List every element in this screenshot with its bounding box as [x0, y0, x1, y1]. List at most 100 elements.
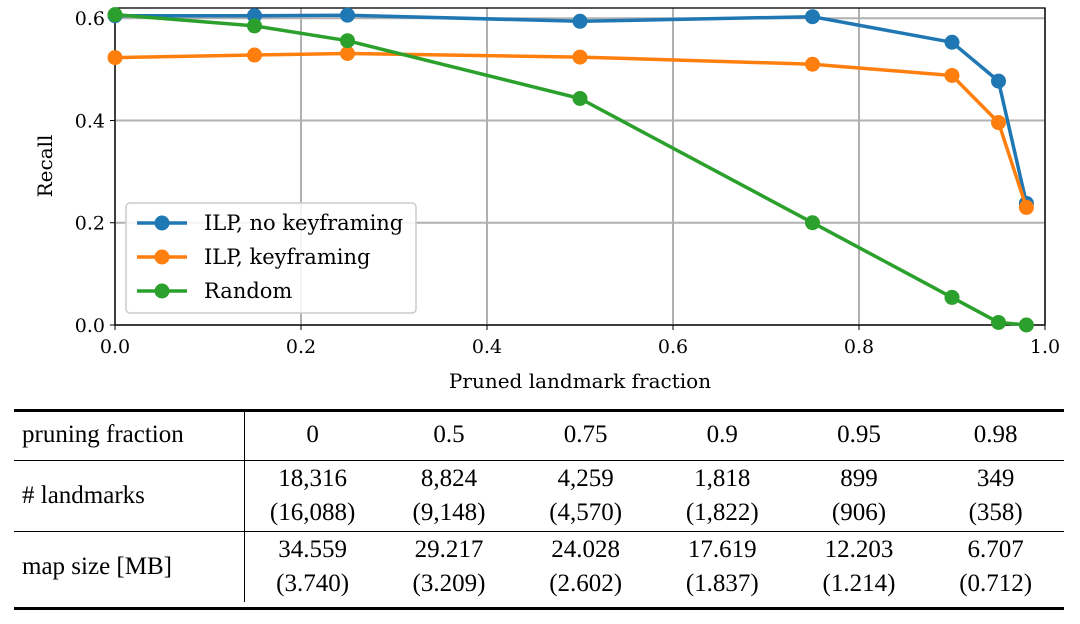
y-tick-label: 0.0: [75, 315, 105, 337]
column-header: 0.9: [706, 421, 738, 448]
table-cell: 29.217 (3.209): [380, 531, 518, 602]
row-label: map size [MB]: [14, 531, 245, 602]
recall-chart: 0.0 0.2 0.4 0.6 0.8 1.0 0.0 0.2 0.4 0.6 Pruned la…: [33, 7, 1060, 393]
data-point: [107, 50, 123, 66]
cell-subvalue: (2.602): [549, 570, 623, 597]
legend-marker: [154, 215, 170, 231]
series-line: [114, 12, 1027, 327]
x-tick-label: 1.0: [1030, 336, 1060, 358]
data-point: [340, 46, 355, 62]
y-axis-label: Recall: [33, 135, 57, 198]
y-tick-label: 0.6: [75, 8, 105, 30]
data-point: [991, 115, 1006, 131]
y-tick-label: 0.2: [75, 213, 105, 235]
cell-value: 24.028: [551, 536, 621, 563]
series-layer: [107, 7, 1034, 333]
legend-label: ILP, no keyframing: [204, 211, 403, 235]
data-point: [944, 289, 960, 305]
x-tick-label: 0.6: [658, 336, 688, 358]
column-header: 0.5: [433, 421, 465, 448]
cell-subvalue: (1,822): [685, 499, 759, 526]
column-header: 0.98: [973, 421, 1018, 448]
data-point: [1018, 199, 1034, 215]
cell-subvalue: (4,570): [549, 499, 623, 526]
data-point: [805, 215, 820, 231]
data-point: [805, 56, 820, 72]
row-label: # landmarks: [14, 460, 245, 532]
legend-label: ILP, keyframing: [204, 245, 370, 269]
results-table: pruning fraction 0 0.5 0.75 0.9 0.95 0.9…: [14, 410, 1064, 602]
table-row-landmarks: # landmarks 18,316 (16,088) 8,824 (9,148) …: [14, 460, 1064, 532]
cell-value: 4,259: [557, 465, 614, 492]
column-header: 0.95: [837, 421, 881, 448]
cell-subvalue: (16,088): [269, 499, 356, 526]
x-tick-label: 0.8: [844, 336, 874, 358]
series-ilp-no-keyframing: [107, 7, 1034, 211]
table-cell: 349 (358): [927, 460, 1064, 532]
cell-value: 8,824: [420, 465, 478, 492]
cell-subvalue: (9,148): [412, 499, 486, 526]
cell-value: 899: [840, 465, 878, 492]
data-point: [991, 314, 1006, 330]
table-cell: 1,818 (1,822): [653, 460, 791, 532]
column-header: 0.75: [563, 421, 608, 448]
table-cell: 18,316 (16,088): [244, 460, 381, 532]
cell-value: 1,818: [694, 465, 751, 492]
series-line: [115, 13, 1029, 204]
cell-subvalue: (0.712): [959, 570, 1033, 597]
x-axis-label: Pruned landmark fraction: [449, 369, 711, 393]
data-point: [1018, 317, 1034, 333]
cell-value: 18,316: [278, 465, 347, 492]
cell-value: 17.619: [687, 536, 757, 563]
cell-value: 6.707: [967, 536, 1024, 563]
data-point: [340, 33, 355, 49]
table-row-map-size: map size [MB] 34.559 (3.740) 29.217 (3.209…: [14, 531, 1064, 602]
data-point: [944, 34, 960, 50]
table-cell: 4,259 (4,570): [517, 460, 654, 532]
table-top-rule: [14, 409, 1064, 412]
series-line: [114, 51, 1029, 208]
data-point: [247, 18, 262, 34]
x-tick-label: 0.0: [100, 336, 130, 358]
table-cell: 6.707 (0.712): [927, 531, 1064, 602]
legend-marker: [154, 249, 170, 265]
data-point: [247, 47, 262, 63]
legend-box: [125, 202, 417, 314]
table-cell: 8,824 (9,148): [380, 460, 518, 532]
legend-marker: [154, 283, 170, 299]
y-tick-label: 0.4: [75, 110, 105, 132]
cell-value: 29.217: [414, 536, 484, 563]
cell-subvalue: (1.837): [685, 570, 759, 597]
table-cell: 12.203 (1.214): [790, 531, 928, 602]
cell-value: 34.559: [278, 536, 347, 563]
table-cell: 24.028 (2.602): [517, 531, 654, 602]
table-bottom-rule: [14, 607, 1064, 610]
legend-label: Random: [204, 279, 292, 303]
legend: ILP, no keyframing ILP, keyframing Random: [125, 202, 417, 314]
table-cell: 899 (906): [790, 460, 928, 532]
data-point: [572, 49, 588, 65]
x-tick-label: 0.2: [286, 336, 316, 358]
column-header: 0: [306, 421, 319, 448]
cell-value: 12.203: [824, 536, 894, 563]
header-label: pruning fraction: [14, 410, 245, 461]
data-point: [991, 73, 1006, 89]
table-cell: 34.559 (3.740): [244, 531, 381, 602]
series-ilp-keyframing: [107, 46, 1034, 215]
data-point: [340, 7, 355, 23]
x-tick-label: 0.4: [472, 336, 502, 358]
cell-subvalue: (358): [968, 499, 1023, 526]
plot-frame: [114, 7, 1046, 326]
cell-subvalue: (3.209): [412, 570, 486, 597]
data-point: [944, 67, 960, 83]
table-header-row: pruning fraction 0 0.5 0.75 0.9 0.95 0.9…: [14, 410, 1064, 461]
data-point: [107, 7, 123, 23]
table-cell: 17.619 (1.837): [653, 531, 791, 602]
series-random: [107, 7, 1034, 333]
data-point: [572, 90, 588, 106]
cell-subvalue: (906): [831, 499, 887, 526]
axis-ticks: 0.0 0.2 0.4 0.6 0.8 1.0 0.0 0.2 0.4 0.6: [75, 8, 1060, 358]
cell-subvalue: (3.740): [276, 570, 350, 597]
cell-value: 349: [976, 465, 1015, 492]
cell-subvalue: (1.214): [822, 570, 896, 597]
